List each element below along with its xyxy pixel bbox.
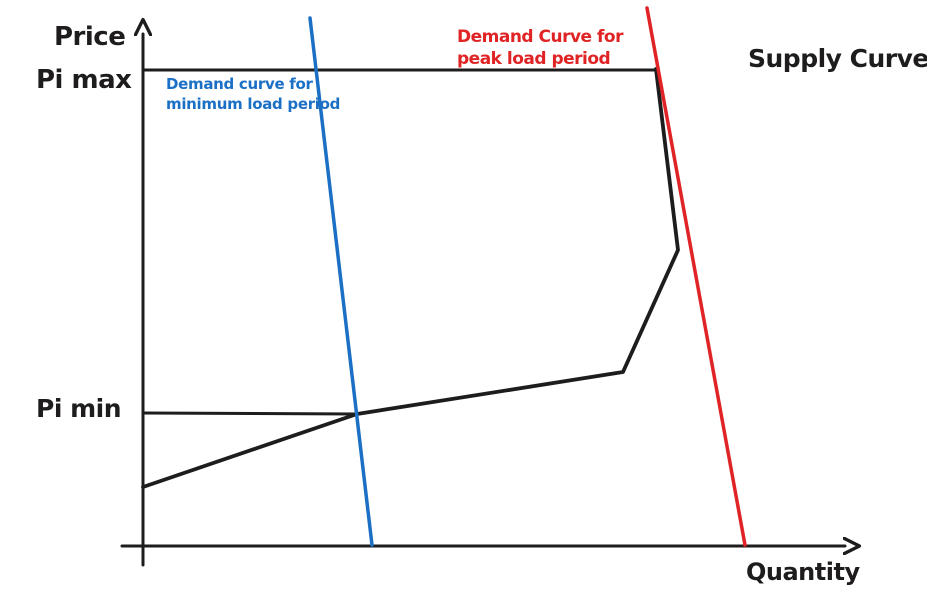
peak-load-demand-curve <box>645 6 747 547</box>
min-demand-label: Demand curve for minimum load period <box>166 75 340 114</box>
quantity-axis-label: Quantity <box>746 558 860 586</box>
pi-max-label: Pi max <box>36 65 132 95</box>
pi-min-price-line <box>141 411 358 416</box>
min-demand-label-line1: Demand curve for <box>166 75 313 93</box>
pi-min-label: Pi min <box>36 394 122 423</box>
price-axis-label: Price <box>54 22 126 52</box>
min-load-demand-curve <box>308 16 374 547</box>
min-demand-label-line2: minimum load period <box>166 94 341 113</box>
curves-group <box>120 6 845 567</box>
supply-curve <box>141 67 680 489</box>
peak-demand-label-line1: Demand Curve for <box>457 27 623 47</box>
peak-demand-label: Demand Curve for peak load period <box>457 26 623 70</box>
peak-demand-label-line2: peak load period <box>457 49 611 70</box>
supply-curve-label: Supply Curve <box>748 44 927 73</box>
